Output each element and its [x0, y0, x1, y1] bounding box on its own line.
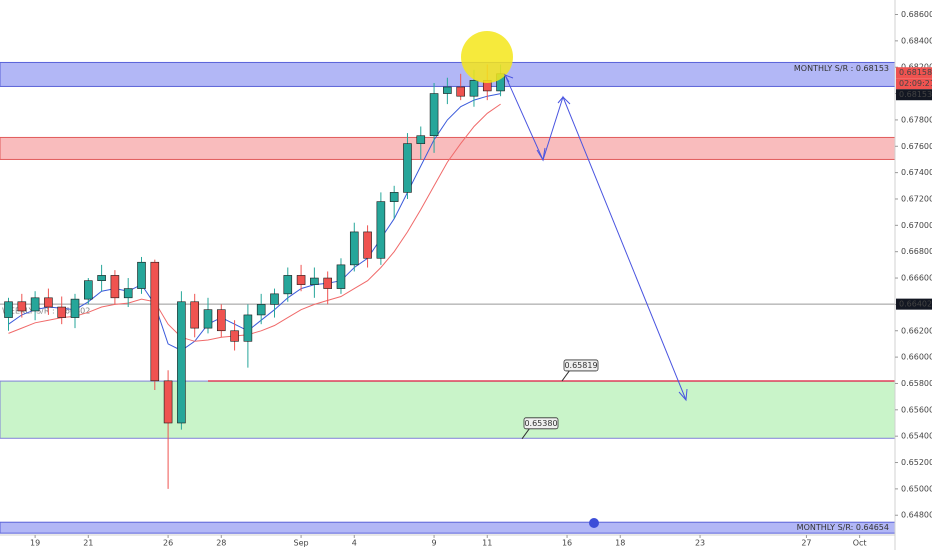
candle-body [349, 231, 359, 266]
candle-body [469, 80, 479, 97]
x-tick-label: 21 [83, 539, 93, 548]
y-tick-label: 0.66800 [901, 247, 932, 256]
candle-body [456, 86, 465, 97]
y-tick-label: 0.66600 [901, 274, 932, 283]
x-tick-label: 9 [432, 539, 437, 548]
y-tick-label: 0.68200 [901, 63, 932, 72]
y-tick-label: 0.68400 [901, 36, 932, 45]
price-label-box [896, 67, 932, 79]
callout-label: 0.65819 [564, 361, 597, 370]
callout-label: 0.65380 [524, 419, 557, 428]
y-tick-label: 0.66000 [901, 353, 932, 362]
candle-body [57, 306, 67, 318]
candle-body [443, 86, 452, 94]
candle-body [256, 304, 266, 316]
candle-body [150, 261, 160, 382]
candle-body [283, 275, 293, 295]
highlight-circle [461, 31, 513, 83]
candle-body [363, 231, 372, 259]
globe-icon[interactable] [589, 518, 599, 528]
candle-body [137, 261, 146, 289]
candle-body [123, 288, 133, 299]
candle-body [70, 298, 80, 318]
candle-body [97, 275, 106, 281]
callout-pointer [561, 369, 571, 382]
y-tick-label: 0.65600 [901, 405, 932, 414]
candle-body [216, 309, 226, 332]
price-label-box [896, 78, 932, 90]
price-label-box [896, 89, 932, 101]
x-tick-label: 26 [163, 539, 173, 548]
candle-body [17, 301, 27, 312]
candle-body [389, 192, 399, 202]
candle-body [177, 301, 186, 424]
y-tick-label: 0.66200 [901, 326, 932, 335]
candle-body [243, 314, 253, 342]
zone-label: MONTHLY S/R: 0.64654 [797, 523, 889, 532]
zone-label: MONTHLY S/R : 0.68153 [794, 64, 889, 73]
y-tick-label: 0.65000 [901, 484, 932, 493]
x-tick-label: 28 [216, 539, 226, 548]
y-tick-label: 0.65400 [901, 432, 932, 441]
callout-box [523, 417, 559, 430]
x-tick-label: 23 [695, 539, 705, 548]
x-tick-label: 4 [352, 539, 357, 548]
zone [0, 521, 896, 534]
candle-body [403, 143, 412, 193]
y-tick-label: 0.64800 [901, 511, 932, 520]
price-label-box [896, 298, 932, 310]
candle-body [270, 293, 279, 305]
zone [0, 380, 896, 439]
x-tick-label: 11 [482, 539, 492, 548]
price-label: 0.68153 [899, 90, 932, 99]
candle-body [163, 380, 173, 424]
candle-body [376, 201, 386, 259]
moving-average [8, 103, 501, 342]
candle-body [296, 275, 306, 285]
x-tick-label: Sep [294, 539, 309, 548]
price-label: 0.66402 [899, 300, 932, 309]
y-tick-label: 0.67600 [901, 142, 932, 151]
zone [0, 136, 896, 160]
callout-box [563, 359, 599, 372]
x-tick-label: 16 [562, 539, 572, 548]
projection-arrows [503, 74, 688, 402]
x-tick-label: Oct [853, 539, 867, 548]
y-tick-label: 0.67800 [901, 115, 932, 124]
candle-body [4, 301, 13, 318]
y-tick-label: 0.65200 [901, 458, 932, 467]
candle-body [110, 275, 120, 299]
candle-body [230, 330, 239, 342]
callout-pointer [521, 427, 531, 440]
candle-body [336, 264, 346, 289]
x-tick-label: 18 [615, 539, 625, 548]
price-label: 0.68158 [899, 68, 932, 77]
candle-body [84, 280, 93, 300]
candle-body [429, 93, 439, 137]
candle-body [203, 309, 213, 329]
candle-body [30, 297, 40, 312]
y-tick-label: 0.65800 [901, 379, 932, 388]
y-tick-label: 0.67200 [901, 194, 932, 203]
y-tick-label: 0.67000 [901, 221, 932, 230]
x-tick-label: 27 [801, 539, 811, 548]
y-tick-label: 0.68600 [901, 10, 932, 19]
candle-body [310, 277, 319, 285]
candle-body [416, 135, 426, 144]
moving-average [8, 93, 501, 352]
candle-body [44, 297, 53, 308]
candle-body [190, 301, 199, 329]
y-tick-label: 0.67400 [901, 168, 932, 177]
level-label: WEEKLY S/R : 0.66402 [2, 307, 90, 316]
candle-body [323, 277, 332, 289]
price-label: 02:09:21 [899, 79, 932, 88]
x-tick-label: 19 [30, 539, 40, 548]
